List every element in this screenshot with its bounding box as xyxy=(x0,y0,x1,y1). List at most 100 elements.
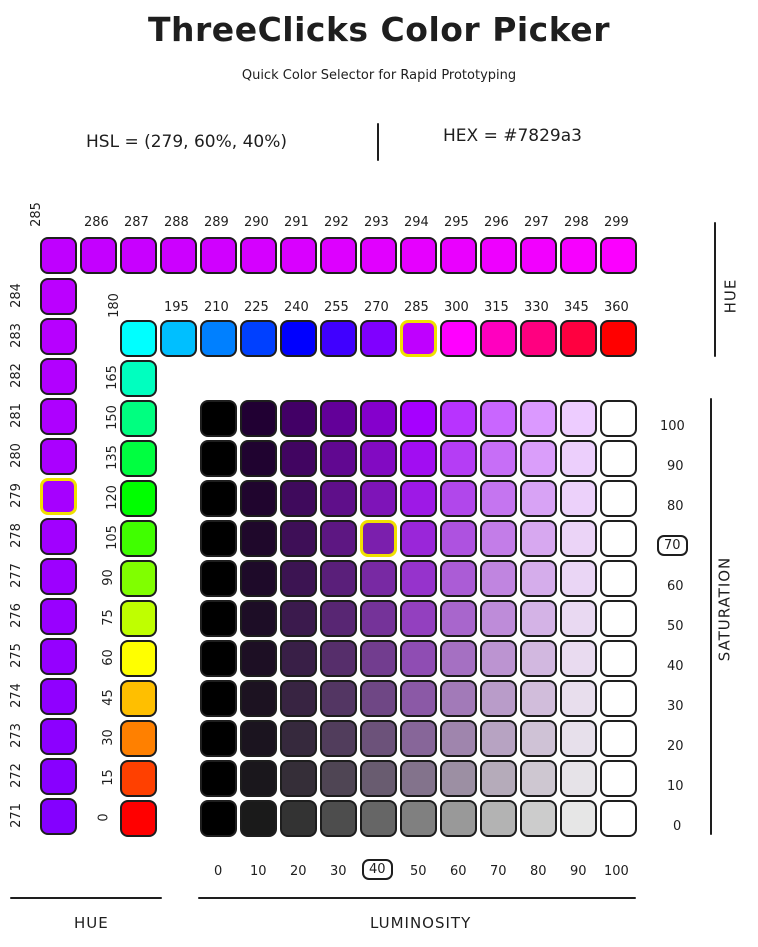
coarse-hue-swatch-360[interactable] xyxy=(600,320,637,357)
fine-hue-swatch-283[interactable] xyxy=(40,318,77,355)
sl-swatch-s40-l50[interactable] xyxy=(400,640,437,677)
sl-swatch-s60-l80[interactable] xyxy=(520,560,557,597)
sl-swatch-s10-l80[interactable] xyxy=(520,760,557,797)
coarse-hue-swatch-90[interactable] xyxy=(120,560,157,597)
fine-hue-swatch-273[interactable] xyxy=(40,718,77,755)
sl-swatch-s20-l80[interactable] xyxy=(520,720,557,757)
sl-swatch-s0-l100[interactable] xyxy=(600,800,637,837)
fine-hue-swatch-276[interactable] xyxy=(40,598,77,635)
sl-swatch-s30-l70[interactable] xyxy=(480,680,517,717)
sl-swatch-s50-l50[interactable] xyxy=(400,600,437,637)
sl-swatch-s90-l30[interactable] xyxy=(320,440,357,477)
sl-swatch-s100-l90[interactable] xyxy=(560,400,597,437)
sl-swatch-s40-l10[interactable] xyxy=(240,640,277,677)
fine-hue-swatch-280[interactable] xyxy=(40,438,77,475)
fine-hue-swatch-284[interactable] xyxy=(40,278,77,315)
sl-swatch-s50-l100[interactable] xyxy=(600,600,637,637)
sl-swatch-s30-l0[interactable] xyxy=(200,680,237,717)
fine-hue-swatch-278[interactable] xyxy=(40,518,77,555)
sl-swatch-s80-l20[interactable] xyxy=(280,480,317,517)
fine-hue-swatch-281[interactable] xyxy=(40,398,77,435)
sl-swatch-s60-l0[interactable] xyxy=(200,560,237,597)
sl-swatch-s100-l30[interactable] xyxy=(320,400,357,437)
coarse-hue-swatch-45[interactable] xyxy=(120,680,157,717)
sl-swatch-s90-l10[interactable] xyxy=(240,440,277,477)
sl-swatch-s50-l40[interactable] xyxy=(360,600,397,637)
sl-swatch-s100-l60[interactable] xyxy=(440,400,477,437)
fine-hue-swatch-285[interactable] xyxy=(40,237,77,274)
sl-swatch-s70-l70[interactable] xyxy=(480,520,517,557)
coarse-hue-swatch-120[interactable] xyxy=(120,480,157,517)
sl-swatch-s30-l30[interactable] xyxy=(320,680,357,717)
fine-hue-swatch-287[interactable] xyxy=(120,237,157,274)
coarse-hue-swatch-195[interactable] xyxy=(160,320,197,357)
fine-hue-swatch-282[interactable] xyxy=(40,358,77,395)
sl-swatch-s100-l40[interactable] xyxy=(360,400,397,437)
sl-swatch-s40-l70[interactable] xyxy=(480,640,517,677)
fine-hue-swatch-294[interactable] xyxy=(400,237,437,274)
sl-swatch-s60-l50[interactable] xyxy=(400,560,437,597)
sl-swatch-s90-l0[interactable] xyxy=(200,440,237,477)
coarse-hue-swatch-75[interactable] xyxy=(120,600,157,637)
sl-swatch-s10-l100[interactable] xyxy=(600,760,637,797)
fine-hue-swatch-298[interactable] xyxy=(560,237,597,274)
coarse-hue-swatch-255[interactable] xyxy=(320,320,357,357)
sl-swatch-s20-l40[interactable] xyxy=(360,720,397,757)
sl-swatch-s0-l30[interactable] xyxy=(320,800,357,837)
sl-swatch-s0-l90[interactable] xyxy=(560,800,597,837)
sl-swatch-s90-l40[interactable] xyxy=(360,440,397,477)
sl-swatch-s50-l30[interactable] xyxy=(320,600,357,637)
sl-swatch-s60-l40[interactable] xyxy=(360,560,397,597)
sl-swatch-s90-l20[interactable] xyxy=(280,440,317,477)
sl-swatch-s80-l40[interactable] xyxy=(360,480,397,517)
sl-swatch-s40-l90[interactable] xyxy=(560,640,597,677)
sl-swatch-s80-l10[interactable] xyxy=(240,480,277,517)
sl-swatch-s20-l0[interactable] xyxy=(200,720,237,757)
sl-swatch-s20-l10[interactable] xyxy=(240,720,277,757)
sl-swatch-s60-l100[interactable] xyxy=(600,560,637,597)
sl-swatch-s60-l10[interactable] xyxy=(240,560,277,597)
sl-swatch-s60-l30[interactable] xyxy=(320,560,357,597)
sl-swatch-s30-l60[interactable] xyxy=(440,680,477,717)
sl-swatch-s20-l50[interactable] xyxy=(400,720,437,757)
sl-swatch-s70-l30[interactable] xyxy=(320,520,357,557)
sl-swatch-s40-l60[interactable] xyxy=(440,640,477,677)
fine-hue-swatch-296[interactable] xyxy=(480,237,517,274)
sl-swatch-s100-l100[interactable] xyxy=(600,400,637,437)
sl-swatch-s70-l0[interactable] xyxy=(200,520,237,557)
sl-swatch-s70-l50[interactable] xyxy=(400,520,437,557)
sl-swatch-s90-l50[interactable] xyxy=(400,440,437,477)
fine-hue-swatch-286[interactable] xyxy=(80,237,117,274)
sl-swatch-s10-l50[interactable] xyxy=(400,760,437,797)
coarse-hue-swatch-105[interactable] xyxy=(120,520,157,557)
sl-swatch-s90-l90[interactable] xyxy=(560,440,597,477)
sl-swatch-s30-l40[interactable] xyxy=(360,680,397,717)
sl-swatch-s70-l60[interactable] xyxy=(440,520,477,557)
fine-hue-swatch-271[interactable] xyxy=(40,798,77,835)
sl-swatch-s20-l100[interactable] xyxy=(600,720,637,757)
coarse-hue-swatch-240[interactable] xyxy=(280,320,317,357)
sl-swatch-s0-l20[interactable] xyxy=(280,800,317,837)
sl-swatch-s30-l100[interactable] xyxy=(600,680,637,717)
sl-swatch-s60-l90[interactable] xyxy=(560,560,597,597)
sl-swatch-s20-l20[interactable] xyxy=(280,720,317,757)
coarse-hue-swatch-300[interactable] xyxy=(440,320,477,357)
sl-swatch-s10-l10[interactable] xyxy=(240,760,277,797)
sl-swatch-s100-l80[interactable] xyxy=(520,400,557,437)
sl-swatch-s70-l10[interactable] xyxy=(240,520,277,557)
sl-swatch-s100-l70[interactable] xyxy=(480,400,517,437)
fine-hue-swatch-292[interactable] xyxy=(320,237,357,274)
coarse-hue-swatch-135[interactable] xyxy=(120,440,157,477)
sl-swatch-s50-l10[interactable] xyxy=(240,600,277,637)
sl-swatch-s30-l10[interactable] xyxy=(240,680,277,717)
sl-swatch-s0-l0[interactable] xyxy=(200,800,237,837)
sl-swatch-s40-l0[interactable] xyxy=(200,640,237,677)
sl-swatch-s80-l50[interactable] xyxy=(400,480,437,517)
coarse-hue-swatch-165[interactable] xyxy=(120,360,157,397)
sl-swatch-s20-l90[interactable] xyxy=(560,720,597,757)
sl-swatch-s0-l80[interactable] xyxy=(520,800,557,837)
fine-hue-swatch-299[interactable] xyxy=(600,237,637,274)
sl-swatch-s80-l70[interactable] xyxy=(480,480,517,517)
sl-swatch-s0-l70[interactable] xyxy=(480,800,517,837)
sl-swatch-s30-l80[interactable] xyxy=(520,680,557,717)
